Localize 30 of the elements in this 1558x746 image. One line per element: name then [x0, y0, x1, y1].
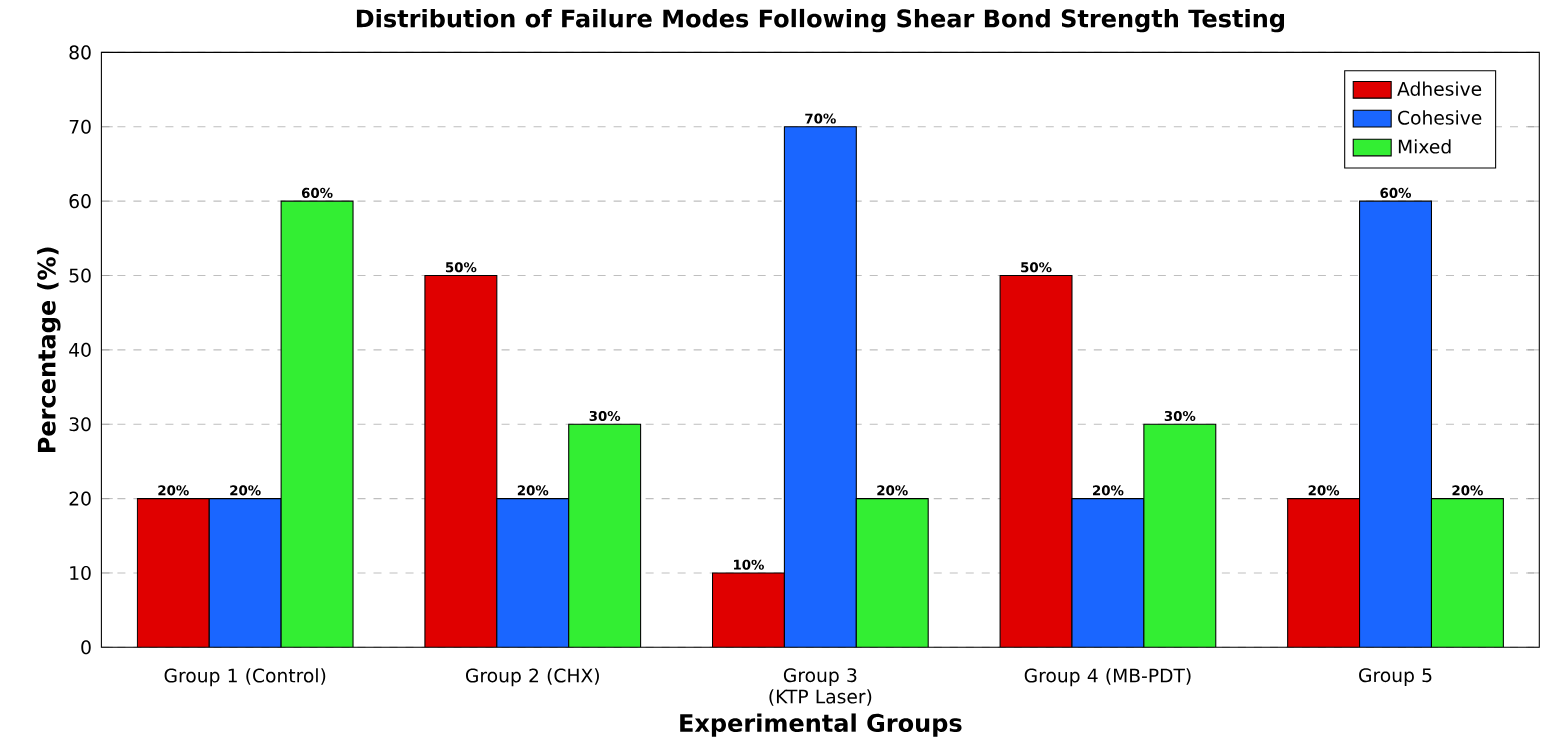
bar: [496, 498, 570, 648]
y-axis-title: Percentage (%): [37, 247, 61, 453]
bar: [783, 126, 857, 648]
y-tick-label: 70: [69, 119, 91, 135]
y-tick-label: 80: [69, 45, 91, 60]
x-tick-label: Group 2 (CHX): [466, 668, 599, 687]
legend-label: Adhesive: [1397, 81, 1482, 97]
bar: [1143, 423, 1217, 648]
x-tick-label: Group 5: [1359, 668, 1432, 687]
x-axis-title: Experimental Groups: [680, 713, 962, 737]
x-tick-label: Group 4 (MB-PDT): [1024, 668, 1191, 687]
y-tick-label: 10: [70, 566, 91, 581]
bar: [280, 200, 354, 648]
y-tick-label: 20: [69, 491, 91, 506]
legend-label: Mixed: [1398, 139, 1451, 154]
y-tick-label: 60: [69, 194, 91, 209]
bar: [855, 498, 929, 648]
x-tick-label: Group 1 (Control): [164, 668, 326, 687]
bar: [208, 498, 282, 648]
y-tick-label: 50: [69, 268, 91, 283]
bar: [1071, 498, 1145, 648]
bar: [568, 423, 642, 648]
y-tick-label: 40: [69, 343, 91, 358]
bar: [1430, 498, 1504, 648]
chart-title: Distribution of Failure Modes Following Shear Bond Strength Testing: [356, 9, 1284, 33]
bar: [1359, 200, 1432, 648]
y-tick-label: 0: [81, 640, 91, 655]
y-tick-label: 30: [69, 417, 91, 432]
legend-label: Cohesive: [1398, 110, 1482, 125]
x-tick-label: Group 3 (KTP Laser): [769, 668, 872, 707]
